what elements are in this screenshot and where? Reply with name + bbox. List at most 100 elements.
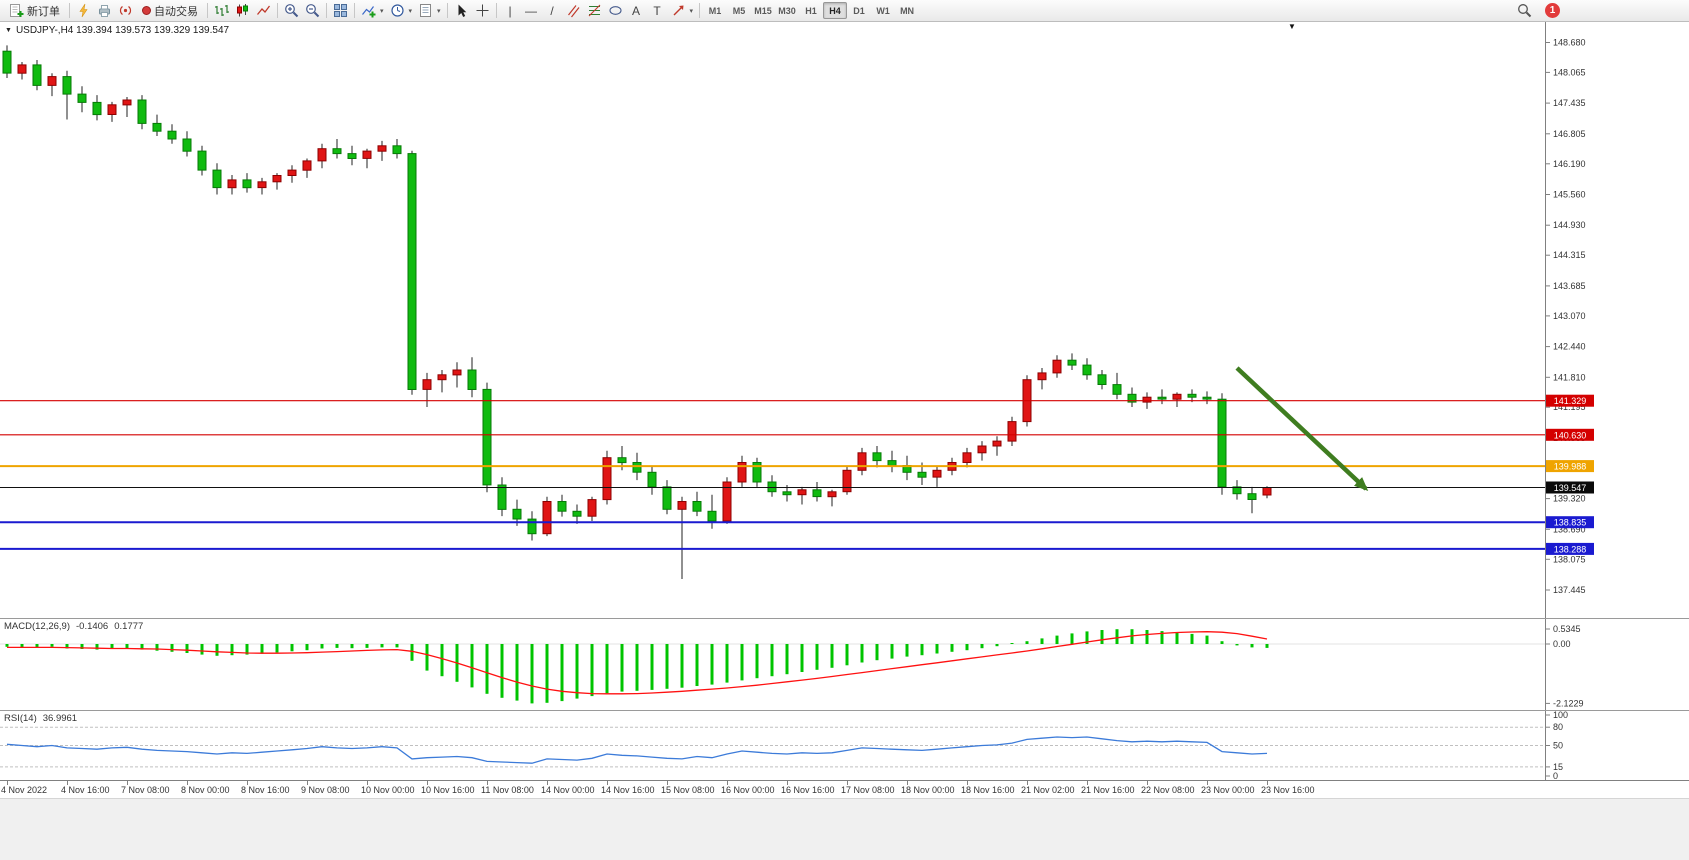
macd-signal-line xyxy=(7,631,1268,695)
text-button[interactable]: A xyxy=(626,1,647,20)
time-axis-tick xyxy=(487,781,488,785)
toolbar-separator xyxy=(69,3,70,18)
toolbar-separator xyxy=(446,3,448,18)
price-axis-label: 146.805 xyxy=(1553,129,1586,139)
autotrading-label: 自动交易 xyxy=(154,5,198,18)
toolbar: 新订单 自动交易 xyxy=(0,0,1689,22)
time-axis-tick xyxy=(967,781,968,785)
shapes-button[interactable] xyxy=(605,1,626,20)
macd-axis-label: 0.5345 xyxy=(1553,624,1581,634)
zoom-in-button[interactable] xyxy=(281,1,302,20)
vertical-line-button[interactable]: | xyxy=(500,1,521,20)
trendline-button[interactable]: / xyxy=(542,1,563,20)
shapes-icon xyxy=(608,6,622,15)
macd-signal-value: 0.1777 xyxy=(114,621,144,632)
time-axis-label: 4 Nov 16:00 xyxy=(61,785,110,795)
timeframe-w1-button[interactable]: W1 xyxy=(871,2,895,19)
macd-panel: 0.5345 0.00 -2.1229 MACD(12,26,9) -0.1406 … xyxy=(0,618,1689,710)
rsi-axis-label: 100 xyxy=(1553,711,1568,720)
autotrading-button[interactable]: 自动交易 xyxy=(136,1,204,20)
time-axis-label: 8 Nov 16:00 xyxy=(241,785,290,795)
print-button[interactable] xyxy=(94,1,115,20)
price-tag xyxy=(1546,481,1594,494)
time-axis-label: 10 Nov 16:00 xyxy=(421,785,475,795)
rsi-line xyxy=(6,736,1268,764)
time-axis-label: 18 Nov 16:00 xyxy=(961,785,1015,795)
time-axis-label: 23 Nov 00:00 xyxy=(1201,785,1255,795)
candlestick-chart-button[interactable] xyxy=(232,1,253,20)
fibonacci-button[interactable] xyxy=(584,1,605,20)
time-axis-tick xyxy=(307,781,308,785)
metaeditor-button[interactable] xyxy=(73,1,94,20)
price-axis-label: 138.690 xyxy=(1553,524,1586,534)
channel-button[interactable] xyxy=(563,1,584,20)
cursor-button[interactable] xyxy=(451,1,472,20)
line-chart-button[interactable] xyxy=(253,1,274,20)
timeframe-m15-button[interactable]: M15 xyxy=(751,2,775,19)
main-chart-canvas[interactable]: 148.680 148.065 147.435 146.805 146.190 145.5… xyxy=(0,22,1689,618)
timeframe-mn-button[interactable]: MN xyxy=(895,2,919,19)
crosshair-button[interactable] xyxy=(472,1,493,20)
search-icon xyxy=(1518,4,1532,18)
price-tag xyxy=(1546,428,1594,441)
time-axis-label: 4 Nov 2022 xyxy=(1,785,48,795)
text-label-button[interactable]: T xyxy=(647,1,668,20)
horizontal-line-button[interactable]: — xyxy=(521,1,542,20)
time-axis-label: 8 Nov 00:00 xyxy=(181,785,230,795)
price-axis-label: 145.560 xyxy=(1553,190,1586,200)
timeframe-d1-button[interactable]: D1 xyxy=(847,2,871,19)
timeframe-m5-button[interactable]: M5 xyxy=(727,2,751,19)
time-axis-tick xyxy=(1207,781,1208,785)
chart-header: ▼ USDJPY-,H4 139.394 139.573 139.329 139… xyxy=(5,25,229,36)
timeframe-h4-button[interactable]: H4 xyxy=(823,2,848,19)
trend-arrow-object[interactable] xyxy=(1235,366,1369,491)
time-axis-tick xyxy=(547,781,548,785)
price-axis-label: 147.435 xyxy=(1553,98,1586,108)
autotrading-status-icon xyxy=(142,6,151,15)
price-tag xyxy=(1546,542,1594,555)
indicators-button[interactable]: ▾ xyxy=(358,1,387,20)
price-axis-label: 141.810 xyxy=(1553,372,1586,382)
zoom-out-button[interactable] xyxy=(302,1,323,20)
rsi-value: 36.9961 xyxy=(42,713,78,724)
arrows-button[interactable]: ▾ xyxy=(668,1,697,20)
timeframe-h1-button[interactable]: H1 xyxy=(799,2,823,19)
crosshair-icon xyxy=(476,4,489,17)
rsi-canvas[interactable]: 100 80 50 150 xyxy=(0,711,1689,780)
time-axis-tick xyxy=(187,781,188,785)
fibonacci-icon xyxy=(588,4,600,17)
time-axis-label: 16 Nov 16:00 xyxy=(781,785,835,795)
time-axis[interactable]: 4 Nov 2022 4 Nov 16:00 7 Nov 08:00 8 Nov 00… xyxy=(0,780,1689,798)
time-axis-tick xyxy=(847,781,848,785)
templates-button[interactable]: ▾ xyxy=(415,1,444,20)
periods-button[interactable]: ▾ xyxy=(387,1,416,20)
new-order-button[interactable]: 新订单 xyxy=(3,1,66,20)
toolbar-separator xyxy=(354,3,355,18)
timeframe-m1-button[interactable]: M1 xyxy=(703,2,727,19)
time-axis-label: 21 Nov 02:00 xyxy=(1021,785,1075,795)
cursor-icon xyxy=(458,4,466,17)
rsi-label: RSI(14) 36.9961 xyxy=(4,713,77,724)
time-axis-tick xyxy=(607,781,608,785)
print-icon xyxy=(99,5,110,17)
tile-windows-button[interactable] xyxy=(330,1,351,20)
indicators-icon xyxy=(362,6,376,18)
macd-name: MACD(12,26,9) xyxy=(4,621,70,632)
price-tag-label: 138.835 xyxy=(1554,518,1587,528)
rsi-axis-label: 15 xyxy=(1553,762,1563,772)
chart-window: 148.680 148.065 147.435 146.805 146.190 145.5… xyxy=(0,22,1689,860)
bar-chart-button[interactable] xyxy=(211,1,232,20)
notification-badge[interactable]: 1 xyxy=(1545,3,1560,18)
search-button[interactable] xyxy=(1514,1,1535,20)
time-axis-tick xyxy=(787,781,788,785)
chevron-down-icon: ▾ xyxy=(408,7,413,15)
time-axis-label: 18 Nov 00:00 xyxy=(901,785,955,795)
collapse-triangle-icon[interactable]: ▼ xyxy=(5,27,12,34)
signals-button[interactable] xyxy=(115,1,136,20)
macd-canvas[interactable]: 0.5345 0.00 -2.1229 xyxy=(0,619,1689,710)
time-axis-tick xyxy=(7,781,8,785)
price-axis-label: 141.195 xyxy=(1553,402,1586,412)
timeframe-m30-button[interactable]: M30 xyxy=(775,2,799,19)
chart-shift-marker-icon[interactable]: ▼ xyxy=(1288,22,1296,31)
